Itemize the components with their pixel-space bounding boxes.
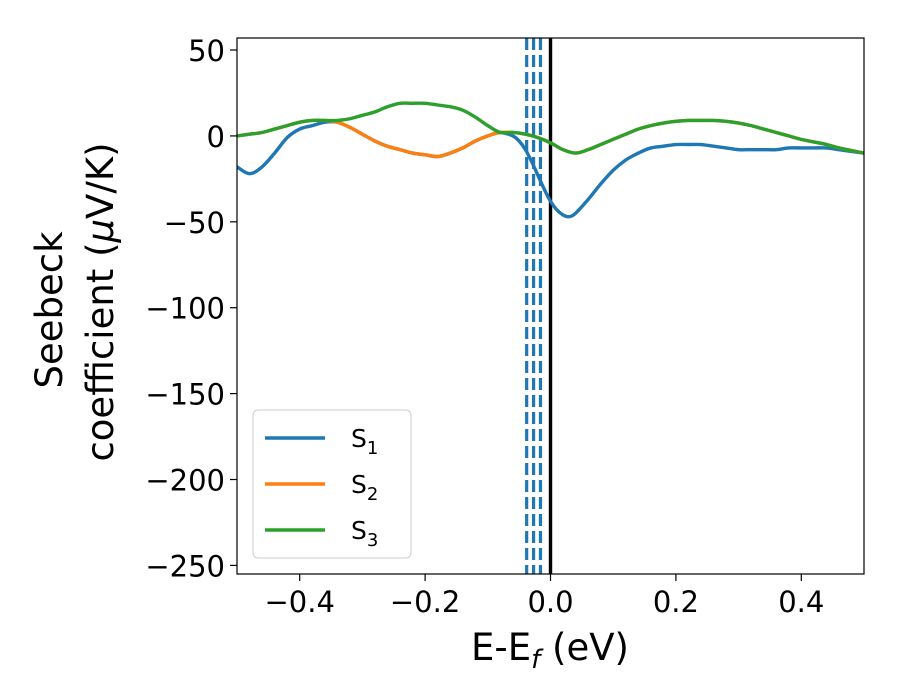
reference-lines (525, 38, 553, 574)
y-tick-label: 50 (188, 34, 225, 68)
x-axis-title-unit: (eV) (540, 626, 629, 669)
legend: S1 S2 S3 (252, 409, 412, 559)
legend-label-s2: S2 (351, 470, 378, 505)
x-axis-title-main: E-E (471, 626, 531, 669)
y-axis-title-mu: μ (79, 219, 122, 244)
legend-label-s1: S1 (351, 424, 378, 459)
y-axis-title-unit: V/K) (79, 142, 122, 218)
y-tick-label: −150 (145, 378, 225, 412)
x-tick-label: −0.2 (390, 585, 460, 619)
y-tick-label: −250 (145, 549, 225, 583)
x-tick-label: 0.2 (653, 585, 699, 619)
x-tick-label: 0.0 (527, 585, 573, 619)
y-axis-title: Seebeck coefficient (μV/K) (28, 142, 122, 461)
legend-box (252, 409, 412, 559)
y-axis-title-line2: coefficient (μV/K) (79, 142, 122, 461)
series-lines (237, 101, 864, 219)
x-tick-label: −0.4 (264, 585, 334, 619)
series-line-s3 (237, 101, 864, 155)
y-axis-title-line1: Seebeck (28, 231, 71, 389)
x-tick-label: 0.4 (778, 585, 824, 619)
y-tick-label: 0 (207, 120, 225, 154)
y-tick-label: −100 (145, 292, 225, 326)
y-tick-label: −50 (164, 206, 225, 240)
x-axis: −0.4 −0.2 0.0 0.2 0.4 (264, 574, 824, 619)
y-tick-label: −200 (145, 464, 225, 498)
y-axis: 50 0 −50 −100 −150 −200 −250 (145, 34, 237, 583)
y-axis-title-prefix: coefficient ( (79, 242, 122, 461)
x-axis-title: E-Ef (eV) (471, 626, 629, 675)
legend-label-s3: S3 (351, 516, 378, 551)
